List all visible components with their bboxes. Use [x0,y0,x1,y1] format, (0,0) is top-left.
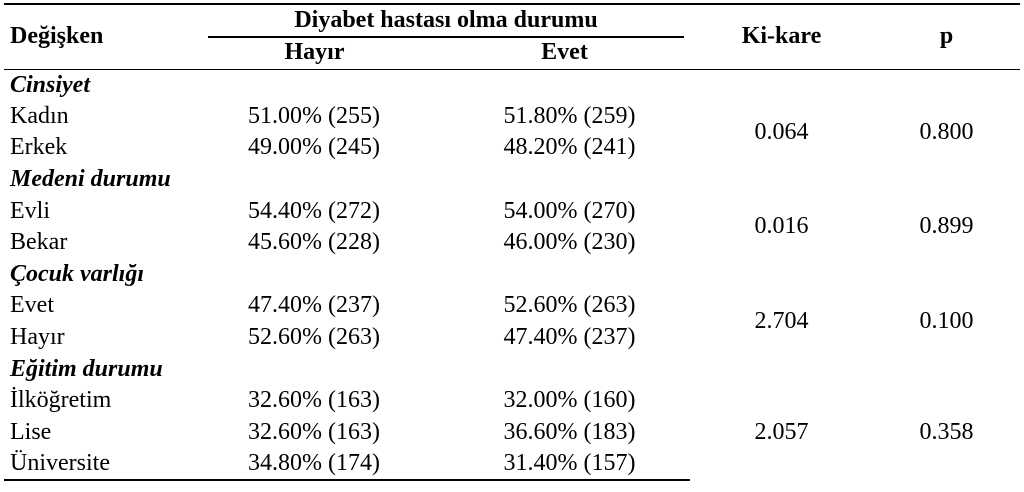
category-label: Eğitim durumu [10,355,163,382]
header-group-rule [208,36,684,38]
level-label: Evli [10,197,50,224]
hayir-value: 49.00% (245) [248,134,380,161]
empty-cell [873,353,1020,385]
level-label: Evet [10,292,54,319]
table-row: Bekar 45.60% (228) 46.00% (230) [4,227,1020,259]
statistics-table: Değişken Diyabet hastası olma durumu Ki-… [4,3,1020,482]
table-row: Evli 54.40% (272) 54.00% (270) 0.016 0.8… [4,195,1020,240]
empty-cell [873,259,1020,291]
empty-cell [873,164,1020,196]
chi-square-value: 0.064 [754,118,809,145]
header-evet: Evet [439,38,690,70]
chi-square-value: 0.016 [754,213,809,240]
empty-cell [873,69,1020,101]
header-p-value: p [873,3,1020,70]
header-row-sub: Hayır Evet [4,38,1020,70]
chi-square-value: 2.704 [754,308,809,335]
level-label: Kadın [10,102,69,129]
evet-value: 46.00% (230) [503,229,636,256]
hayir-value: 51.00% (255) [248,102,380,129]
chi-square-value: 2.057 [754,419,809,446]
category-label: Çocuk varlığı [10,260,145,287]
header-variable: Değişken [4,3,190,70]
hayir-value: 45.60% (228) [248,229,380,256]
evet-value: 36.60% (183) [503,418,636,445]
hayir-value: 32.60% (163) [248,387,380,414]
evet-value: 31.40% (157) [439,448,690,482]
empty-cell [690,259,873,291]
table-body: Cinsiyet Kadın 51.00% (255) 51.80% (259)… [4,69,1020,482]
p-value: 0.800 [919,118,974,145]
hayir-value: 52.60% (263) [248,324,380,351]
category-row: Medeni durumu [4,164,1020,196]
level-label: Hayır [10,324,65,351]
table-row: Üniversite 34.80% (174) 31.40% (157) [4,448,1020,482]
empty-cell [690,164,873,196]
table-header: Değişken Diyabet hastası olma durumu Ki-… [4,3,1020,70]
evet-value: 51.80% (259) [503,102,636,129]
header-row-top: Değişken Diyabet hastası olma durumu Ki-… [4,3,1020,70]
table-row: Evet 47.40% (237) 52.60% (263) 2.704 0.1… [4,290,1020,334]
empty-cell [690,353,873,385]
hayir-value: 54.40% (272) [248,197,380,224]
table-row: Kadın 51.00% (255) 51.80% (259) 0.064 0.… [4,101,1020,145]
evet-value: 32.00% (160) [503,387,636,414]
header-group-label: Diyabet hastası olma durumu [294,7,598,33]
level-label: Üniversite [4,448,190,482]
p-value: 0.899 [919,213,974,240]
hayir-value: 47.40% (237) [248,292,380,319]
header-hayir: Hayır [190,38,439,70]
table-row: Erkek 49.00% (245) 48.20% (241) [4,132,1020,164]
table-row: İlköğretim 32.60% (163) 32.00% (160) 2.0… [4,385,1020,445]
evet-value: 47.40% (237) [503,324,636,351]
empty-cell [690,69,873,101]
header-chi-square: Ki-kare [690,3,873,70]
category-label: Medeni durumu [10,166,171,193]
category-label: Cinsiyet [10,71,91,98]
category-row: Cinsiyet [4,69,1020,101]
level-label: Bekar [10,229,68,256]
p-value: 0.100 [919,308,974,335]
category-row: Eğitim durumu [4,353,1020,385]
level-label: İlköğretim [10,387,112,414]
p-value: 0.358 [919,419,974,446]
level-label: Lise [10,418,52,445]
level-label: Erkek [10,134,68,161]
hayir-value: 34.80% (174) [190,448,439,482]
evet-value: 54.00% (270) [503,197,636,224]
hayir-value: 32.60% (163) [248,418,380,445]
evet-value: 52.60% (263) [503,292,636,319]
table-row: Hayır 52.60% (263) 47.40% (237) [4,322,1020,354]
header-group: Diyabet hastası olma durumu [190,3,690,38]
category-row: Çocuk varlığı [4,259,1020,291]
table-row: Lise 32.60% (163) 36.60% (183) [4,417,1020,449]
evet-value: 48.20% (241) [503,134,636,161]
